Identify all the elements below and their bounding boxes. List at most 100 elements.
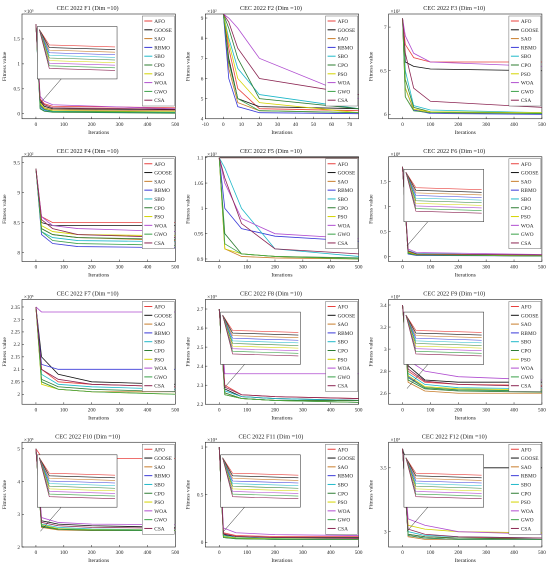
panel-10: CEC 2022 F10 (Dim =10) ×10³ 0 100 200 300 400 5… — [2, 433, 180, 564]
series-line-csa — [218, 157, 359, 255]
x-tick-label: 300 — [116, 550, 124, 556]
legend-label-afo: AFO — [154, 305, 165, 311]
legend-label-csa: CSA — [154, 384, 164, 390]
y-axis-label: Fitness value — [2, 51, 8, 81]
legend-label-goose: GOOSE — [338, 456, 356, 462]
y-tick-label: 0.95 — [194, 231, 203, 237]
x-tick-label: 400 — [144, 265, 152, 271]
legend-label-pso: PSO — [338, 500, 348, 506]
y-axis-label: Fitness value — [369, 194, 375, 224]
series-line-afo — [222, 14, 359, 112]
x-axis-label: Iterations — [271, 558, 292, 564]
x-tick-label: 0 — [35, 550, 38, 556]
legend-label-sao: SAO — [154, 322, 165, 328]
legend-label-sbo: SBO — [521, 482, 531, 488]
y-tick-label: 4 — [17, 479, 20, 485]
legend-label-gwo: GWO — [338, 89, 351, 95]
legend-label-sao: SAO — [154, 465, 165, 471]
legend-label-sao: SAO — [521, 179, 532, 185]
legend-label-rbmo: RBMO — [338, 331, 354, 337]
series-line-afo — [402, 18, 542, 63]
y-tick-label: 6.5 — [380, 69, 387, 75]
y-axis-label: Fitness value — [2, 337, 8, 367]
y-tick-label: 6 — [384, 112, 387, 118]
inset-line-rbmo — [405, 172, 482, 198]
y-axis-label: Fitness value — [369, 51, 375, 81]
x-tick-label: 30 — [275, 122, 281, 128]
inset-pointer — [406, 364, 429, 389]
y-tick-label: 2 — [17, 545, 20, 551]
inset-pointer — [40, 507, 62, 532]
legend-label-sbo: SBO — [338, 197, 348, 203]
axis-multiplier: ×10³ — [391, 295, 401, 301]
series-group — [218, 157, 359, 260]
legend-label-cpo: CPO — [338, 206, 348, 212]
y-tick-label: 2.1 — [14, 367, 21, 373]
x-axis-label: Iterations — [455, 415, 476, 421]
x-tick-label: 400 — [327, 550, 335, 556]
inset-series — [39, 457, 116, 500]
inset-pointer — [223, 364, 245, 389]
legend-label-rbmo: RBMO — [154, 188, 170, 194]
panel-11: CEC 2022 F11 (Dim =10) ×10⁴ 0 100 200 300 400 5… — [185, 433, 363, 564]
y-tick-label: 8 — [201, 36, 204, 42]
x-tick-label: 200 — [88, 407, 96, 413]
y-axis-label: Fitness value — [2, 479, 8, 509]
panel-title: CEC 2022 F6 (Dim =10) — [423, 148, 485, 155]
legend-label-sbo: SBO — [154, 197, 164, 203]
panel-title: CEC 2022 F12 (Dim =10) — [422, 433, 487, 440]
legend-label-afo: AFO — [521, 447, 532, 453]
x-tick-label: 0 — [218, 265, 221, 271]
y-tick-label: 0 — [384, 254, 387, 260]
series-line-rbmo — [222, 14, 359, 115]
panel-6: CEC 2022 F6 (Dim =10) ×10⁸ 0 100 200 300 400 50… — [369, 148, 547, 279]
y-tick-label: 0.5 — [14, 87, 21, 93]
inset-line-afo — [222, 314, 299, 333]
legend-label-sao: SAO — [154, 37, 165, 43]
inset-line-csa — [405, 314, 482, 357]
legend-label-pso: PSO — [521, 500, 531, 506]
legend-label-cpo: CPO — [338, 491, 348, 497]
legend-label-afo: AFO — [338, 305, 349, 311]
legend-label-rbmo: RBMO — [154, 331, 170, 337]
x-tick-label: 400 — [510, 550, 518, 556]
axis-multiplier: ×10³ — [391, 437, 401, 443]
inset-line-afo — [405, 457, 482, 476]
y-tick-label: 6 — [201, 76, 204, 82]
x-tick-label: 100 — [243, 550, 251, 556]
inset-line-rbmo — [222, 314, 299, 341]
x-tick-label: 400 — [144, 550, 152, 556]
legend-label-woa: WOA — [338, 366, 351, 372]
legend-label-pso: PSO — [154, 357, 164, 363]
series-line-woa — [218, 157, 359, 240]
x-tick-label: 500 — [171, 407, 179, 413]
x-tick-label: 500 — [538, 265, 546, 271]
series-line-goose — [35, 306, 176, 385]
y-tick-label: 1 — [17, 62, 20, 68]
legend-label-pso: PSO — [521, 72, 531, 78]
legend-label-cpo: CPO — [154, 63, 164, 69]
x-tick-label: 0 — [401, 407, 404, 413]
y-tick-label: 9.5 — [14, 161, 21, 167]
series-line-gwo — [35, 306, 176, 395]
x-tick-label: 200 — [88, 550, 96, 556]
legend-label-sao: SAO — [338, 37, 349, 43]
inset-line-csa — [222, 457, 299, 500]
x-tick-label: 400 — [327, 265, 335, 271]
series-line-csa — [402, 18, 542, 108]
y-tick-label: 5 — [201, 96, 204, 102]
legend-label-cpo: CPO — [338, 349, 348, 355]
legend-label-pso: PSO — [338, 357, 348, 363]
y-tick-label: 2.05 — [11, 380, 20, 386]
x-tick-label: 400 — [144, 407, 152, 413]
x-tick-label: 300 — [482, 122, 490, 128]
legend-label-sao: SAO — [521, 322, 532, 328]
legend-label-pso: PSO — [521, 357, 531, 363]
inset-line-goose — [405, 172, 482, 193]
x-tick-label: 300 — [299, 265, 307, 271]
axis-multiplier: ×10² — [391, 9, 401, 15]
y-axis-label: Fitness value — [185, 337, 191, 367]
x-tick-label: 0 — [401, 265, 404, 271]
panel-7: CEC 2022 F7 (Dim =10) ×10³ 0 100 200 300 400 50… — [2, 291, 180, 422]
axis-multiplier: ×10⁵ — [24, 9, 34, 15]
